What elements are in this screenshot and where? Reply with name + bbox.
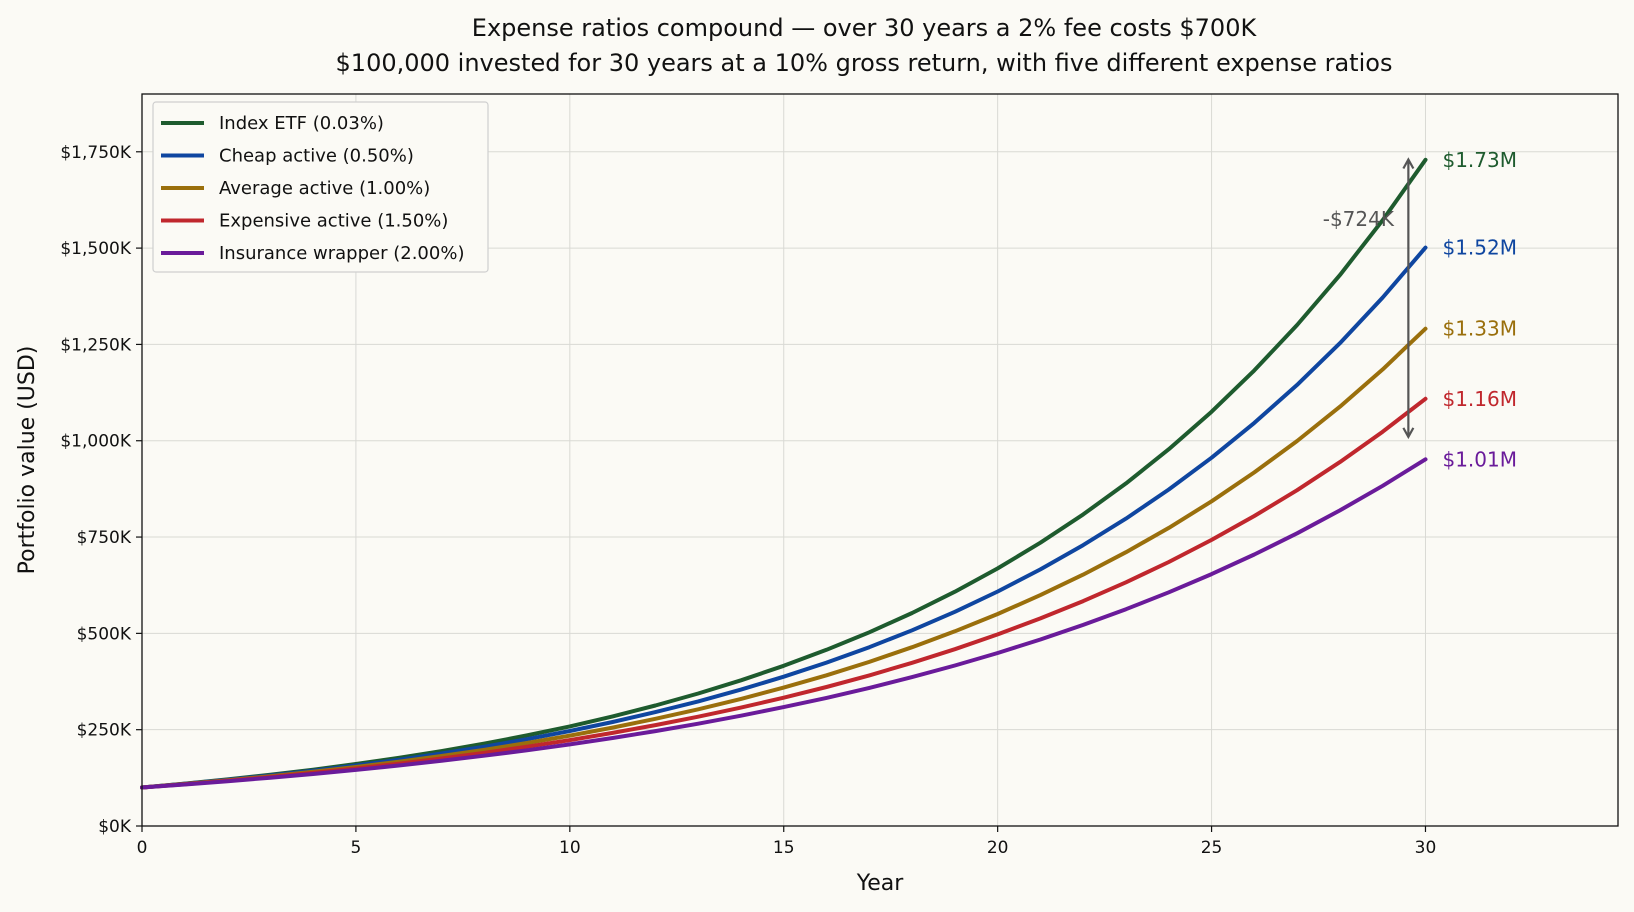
difference-annotation: -$724K: [1323, 157, 1415, 440]
y-tick-label: $1,500K: [60, 239, 131, 259]
end-value-label: $1.33M: [1442, 317, 1517, 341]
chart-title: Expense ratios compound — over 30 years …: [472, 14, 1258, 42]
legend-entry: Average active (1.00%): [219, 178, 430, 199]
end-value-label: $1.16M: [1442, 387, 1517, 411]
x-axis-label: Year: [856, 871, 905, 896]
x-tick-label: 20: [987, 838, 1009, 858]
y-tick-label: $1,250K: [60, 335, 131, 355]
x-tick-label: 10: [559, 838, 581, 858]
end-labels: $1.73M $1.52M $1.33M $1.16M $1.01M: [1442, 148, 1517, 472]
series-line: [140, 457, 1428, 790]
y-tick-label: $750K: [77, 528, 132, 548]
y-axis-label: Portfolio value (USD): [15, 346, 40, 575]
end-value-label: $1.52M: [1442, 236, 1517, 260]
y-tick-label: $0K: [98, 817, 132, 837]
x-tick-label: 25: [1201, 838, 1223, 858]
legend-box: [152, 101, 489, 273]
legend-entry: Cheap active (0.50%): [219, 146, 414, 167]
arrow-head-bottom: [1402, 427, 1415, 440]
legend-entry: Expensive active (1.50%): [219, 211, 448, 232]
y-tick-label: $250K: [77, 721, 132, 741]
legend-entry: Index ETF (0.03%): [219, 113, 384, 134]
series-lines: [140, 157, 1428, 790]
axis-ticks: 0 5 10 15 20 25 30 $0K $250K $500K $750K $1,000K $1,…: [60, 143, 1436, 858]
arrow-head-top: [1402, 157, 1415, 170]
plot-frame: [141, 93, 1619, 827]
end-value-label: $1.73M: [1442, 148, 1517, 172]
chart-subtitle: $100,000 invested for 30 years at a 10% …: [336, 49, 1393, 77]
legend: Index ETF (0.03%) Cheap active (0.50%) Ave…: [152, 101, 489, 273]
y-tick-label: $500K: [77, 624, 132, 644]
y-tick-label: $1,750K: [60, 143, 131, 163]
x-tick-label: 15: [773, 838, 795, 858]
x-tick-label: 30: [1415, 838, 1437, 858]
end-value-label: $1.01M: [1442, 447, 1517, 471]
y-tick-label: $1,000K: [60, 432, 131, 452]
x-tick-label: 0: [137, 838, 148, 858]
difference-label: -$724K: [1323, 207, 1395, 231]
legend-entry: Insurance wrapper (2.00%): [219, 243, 464, 264]
x-tick-label: 5: [350, 838, 361, 858]
